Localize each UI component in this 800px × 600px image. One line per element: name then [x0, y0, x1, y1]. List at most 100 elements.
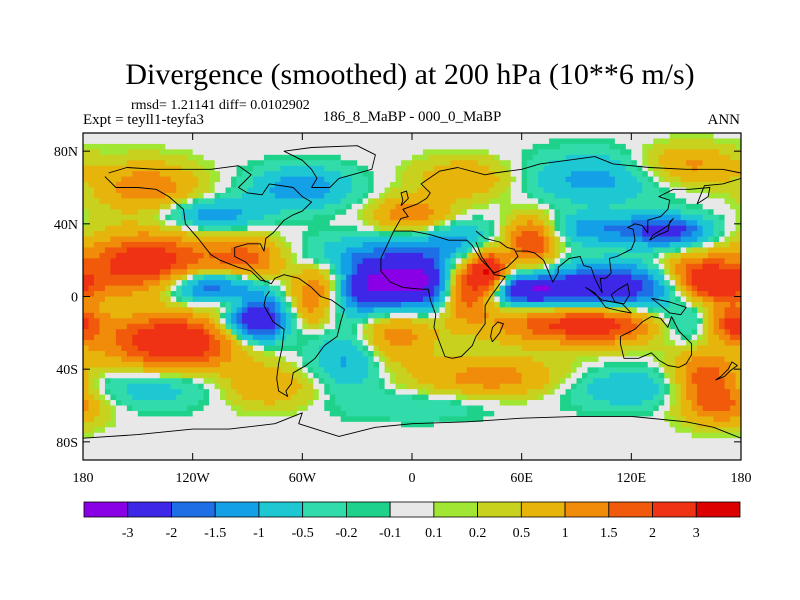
- field-cell: [258, 258, 271, 265]
- field-cell: [126, 405, 133, 412]
- field-cell: [296, 334, 320, 341]
- field-cell: [664, 383, 671, 390]
- field-cell: [439, 247, 457, 254]
- field-cell: [93, 432, 693, 439]
- field-cell: [373, 209, 391, 216]
- field-cell: [99, 378, 106, 385]
- field-cell: [269, 263, 287, 270]
- field-cell: [214, 160, 249, 167]
- field-cell: [658, 171, 671, 178]
- field-cell: [83, 203, 112, 210]
- field-cell: [560, 143, 610, 150]
- field-cell: [636, 334, 654, 341]
- field-cell: [719, 263, 741, 270]
- field-cell: [296, 301, 303, 308]
- field-cell: [274, 318, 281, 325]
- field-cell: [560, 209, 578, 216]
- field-cell: [417, 187, 490, 194]
- field-cell: [280, 176, 325, 183]
- colorbar-box: [345, 501, 391, 518]
- field-cell: [631, 307, 638, 314]
- field-cell: [165, 220, 177, 227]
- field-cell: [669, 242, 693, 249]
- field-cell: [291, 258, 298, 265]
- field-cell: [357, 160, 402, 167]
- field-cell: [203, 378, 216, 385]
- field-cell: [680, 176, 731, 183]
- colorbar-box: [608, 501, 653, 518]
- field-cell: [220, 383, 232, 390]
- field-cell: [379, 192, 386, 199]
- field-cell: [93, 383, 101, 390]
- field-cell: [88, 389, 101, 396]
- field-cell: [702, 214, 720, 221]
- field-cell: [510, 296, 528, 303]
- field-cell: [455, 301, 468, 308]
- field-cell: [242, 318, 276, 325]
- field-cell: [466, 258, 473, 265]
- field-cell: [83, 263, 112, 270]
- field-cell: [680, 329, 693, 336]
- field-cell: [439, 285, 446, 292]
- field-cell: [83, 318, 90, 325]
- field-cell: [505, 329, 534, 336]
- field-cell: [543, 225, 550, 232]
- field-cell: [401, 421, 435, 428]
- divergence-field: [83, 133, 741, 460]
- field-cell: [307, 280, 320, 287]
- field-cell: [499, 301, 506, 308]
- field-cell: [291, 394, 314, 401]
- field-cell: [609, 307, 632, 314]
- field-cell: [285, 280, 292, 287]
- field-cell: [203, 405, 232, 412]
- field-cell: [587, 389, 660, 396]
- field-cell: [730, 405, 741, 412]
- field-cell: [83, 225, 106, 232]
- field-cell: [433, 351, 627, 358]
- field-cell: [653, 252, 660, 259]
- field-cell: [329, 307, 336, 314]
- field-cell: [390, 318, 413, 325]
- field-cell: [104, 394, 112, 401]
- field-cell: [636, 263, 649, 270]
- field-cell: [373, 214, 391, 221]
- colorbar-box: [433, 501, 478, 518]
- field-cell: [708, 334, 720, 341]
- field-cell: [329, 383, 380, 390]
- field-cell: [176, 187, 194, 194]
- field-cell: [472, 192, 501, 199]
- field-cell: [614, 176, 638, 183]
- field-cell: [472, 285, 479, 292]
- field-cell: [296, 367, 303, 374]
- field-cell: [730, 389, 741, 396]
- field-cell: [505, 263, 517, 270]
- field-cell: [472, 203, 490, 210]
- field-cell: [450, 296, 457, 303]
- field-cell: [110, 416, 117, 423]
- field-cell: [83, 133, 671, 140]
- field-cell: [680, 405, 693, 412]
- field-cell: [291, 329, 298, 336]
- field-cell: [603, 225, 643, 232]
- field-cell: [104, 378, 112, 385]
- field-cell: [554, 247, 561, 254]
- field-cell: [664, 269, 671, 276]
- field-cell: [417, 389, 430, 396]
- field-cell: [236, 389, 298, 396]
- field-cell: [115, 394, 133, 401]
- field-cell: [675, 367, 687, 374]
- field-cell: [412, 372, 457, 379]
- field-cell: [439, 258, 446, 265]
- field-cell: [538, 214, 550, 221]
- field-cell: [527, 165, 545, 172]
- field-cell: [724, 312, 741, 319]
- field-cell: [494, 301, 501, 308]
- field-cell: [675, 400, 682, 407]
- field-cell: [581, 372, 589, 379]
- field-cell: [428, 154, 495, 161]
- field-cell: [291, 274, 325, 281]
- field-cell: [691, 405, 704, 412]
- field-cell: [697, 307, 704, 314]
- field-cell: [247, 220, 276, 227]
- field-cell: [269, 252, 281, 259]
